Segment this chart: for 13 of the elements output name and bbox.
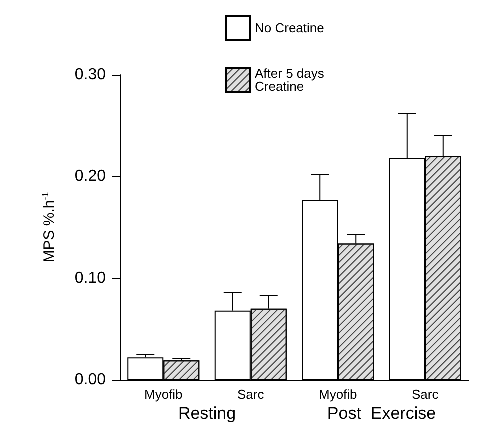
y-axis-title: MPS %.h-1 — [40, 192, 58, 263]
text: Post Exercise — [327, 404, 436, 423]
legend-label: No Creatine — [255, 20, 324, 36]
y-tick-label: 0.10 — [74, 270, 106, 287]
x-tick-label: Myofib — [144, 387, 183, 402]
text: Resting — [178, 404, 236, 423]
x-tick-label: Myofib — [318, 387, 358, 402]
x-tick-label: Sarc — [238, 387, 265, 402]
x-tick-label: Sarc — [412, 387, 440, 402]
legend-label: After 5 days Creatine — [255, 66, 328, 94]
y-tick-label: 0.30 — [74, 66, 106, 84]
y-tick-label: 0.20 — [74, 168, 106, 186]
y-tick-label: 0.00 — [74, 372, 106, 388]
